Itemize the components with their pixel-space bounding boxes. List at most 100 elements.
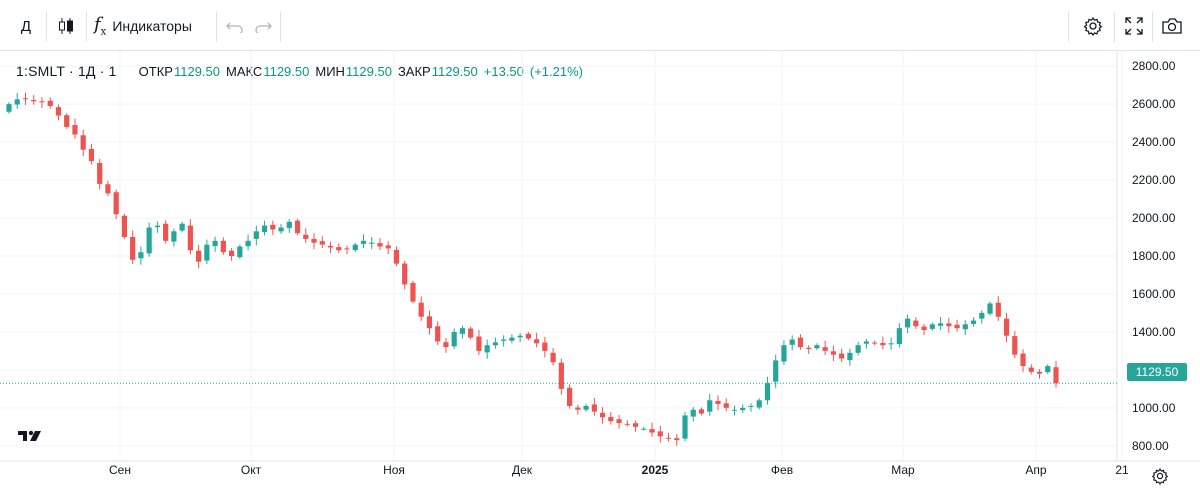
- candle-body: [954, 324, 960, 329]
- undo-button[interactable]: [224, 12, 246, 40]
- candle-body: [830, 351, 837, 355]
- candle-body: [789, 339, 795, 345]
- price-tick-label: 1000.00: [1132, 401, 1176, 415]
- ohlc-legend: 1:SMLT · 1Д · 1 ОТКР 1129.50 МАКС 1129.5…: [16, 62, 589, 80]
- high-label: МАКС: [226, 63, 263, 79]
- candle-body: [303, 234, 309, 239]
- candle-body: [970, 320, 977, 324]
- candle-body: [731, 409, 738, 411]
- candle-body: [270, 224, 276, 230]
- candle-body: [311, 238, 317, 243]
- candle-body: [55, 107, 62, 116]
- price-tick-label: 1800.00: [1132, 249, 1176, 263]
- price-tick-label: 2800.00: [1132, 59, 1176, 73]
- candle-body: [715, 401, 721, 405]
- candle-body: [39, 101, 45, 103]
- candle-body: [1020, 353, 1026, 367]
- candle-body: [64, 115, 70, 127]
- candle-body: [921, 326, 927, 331]
- candle-body: [385, 245, 391, 249]
- time-tick-label: Фев: [771, 463, 793, 477]
- candle-body: [674, 438, 680, 441]
- candle-body: [566, 387, 573, 406]
- candle-body: [1045, 366, 1051, 373]
- price-axis[interactable]: 2800.00 2600.00 2400.00 2200.00 2000.00 1800.…: [1132, 59, 1176, 453]
- price-tick-label: 800.00: [1132, 439, 1169, 453]
- candle-body: [773, 360, 779, 382]
- price-tick-label: 1400.00: [1132, 325, 1176, 339]
- candle-body: [336, 247, 342, 251]
- candle-body: [624, 423, 630, 425]
- interval-label: Д: [20, 17, 32, 35]
- candle-body: [31, 99, 37, 102]
- price-tick-label: 2000.00: [1132, 211, 1176, 225]
- chart-type-button[interactable]: [52, 12, 80, 40]
- fullscreen-button[interactable]: [1121, 12, 1147, 40]
- candle-body: [294, 220, 301, 234]
- tradingview-logo[interactable]: [18, 430, 41, 441]
- candle-body: [641, 428, 647, 430]
- candle-body: [245, 240, 251, 247]
- candle-body: [929, 324, 935, 329]
- current-price-label: 1129.50: [1127, 363, 1187, 381]
- candle-body: [1053, 367, 1059, 384]
- candle-body: [435, 326, 441, 342]
- candle-body: [872, 342, 878, 344]
- candle-body: [187, 225, 193, 251]
- candle-body: [22, 98, 29, 100]
- candle-body: [806, 347, 812, 350]
- candle-body: [698, 409, 705, 414]
- symbol-title[interactable]: 1:SMLT · 1Д · 1: [16, 63, 117, 79]
- time-tick-label: Сен: [109, 463, 131, 477]
- candle-body: [979, 312, 985, 319]
- candle-body: [509, 337, 515, 341]
- candle-body: [253, 231, 259, 239]
- candle-body: [748, 405, 754, 407]
- axis-settings-icon[interactable]: [1151, 467, 1169, 486]
- undo-icon: [226, 22, 243, 33]
- candle-body: [1036, 371, 1043, 374]
- candle-body: [847, 352, 853, 361]
- candle-body: [525, 333, 531, 339]
- top-toolbar: Д fx Индикаторы: [0, 0, 1200, 51]
- candle-body: [327, 245, 334, 248]
- candle-body: [72, 125, 78, 135]
- candle-body: [608, 416, 614, 422]
- candle-body: [723, 403, 729, 408]
- candle-body: [550, 352, 556, 363]
- candle-body: [501, 339, 507, 341]
- candle-body: [14, 99, 20, 105]
- time-tick-label: 2025: [642, 463, 669, 477]
- candle-body: [212, 240, 218, 247]
- toolbar-divider: [1114, 12, 1115, 42]
- candle-body: [228, 250, 235, 256]
- indicators-button[interactable]: fx Индикаторы: [94, 12, 214, 40]
- candle-body: [443, 342, 449, 348]
- chart-grid: [0, 51, 1123, 461]
- candle-body: [682, 415, 688, 439]
- snapshot-button[interactable]: [1158, 12, 1186, 40]
- close-label: ЗАКР: [397, 63, 431, 79]
- price-chart[interactable]: 2800.00 2600.00 2400.00 2200.00 2000.00 1800.…: [0, 51, 1200, 494]
- fx-icon: fx: [94, 14, 107, 38]
- candle-body: [113, 192, 119, 215]
- candle-body: [690, 409, 696, 417]
- candle-body: [105, 184, 111, 194]
- indicators-label: Индикаторы: [112, 18, 192, 34]
- price-tick-label: 2200.00: [1132, 173, 1176, 187]
- candle-body: [797, 337, 804, 348]
- price-tick-label: 1600.00: [1132, 287, 1176, 301]
- candle-body: [1012, 336, 1018, 355]
- redo-button[interactable]: [252, 12, 274, 40]
- candle-body: [220, 240, 226, 253]
- time-axis[interactable]: Сен Окт Ноя Дек 2025 Фев Мар Апр 21: [109, 463, 1129, 477]
- settings-button[interactable]: [1080, 12, 1106, 40]
- candle-body: [896, 328, 902, 345]
- candle-body: [6, 104, 12, 112]
- interval-button[interactable]: Д: [14, 12, 38, 40]
- toolbar-divider: [1068, 12, 1069, 42]
- candle-body: [913, 320, 919, 327]
- candle-body: [492, 342, 499, 346]
- time-tick-label: Мар: [891, 463, 915, 477]
- gear-icon: [1083, 16, 1103, 36]
